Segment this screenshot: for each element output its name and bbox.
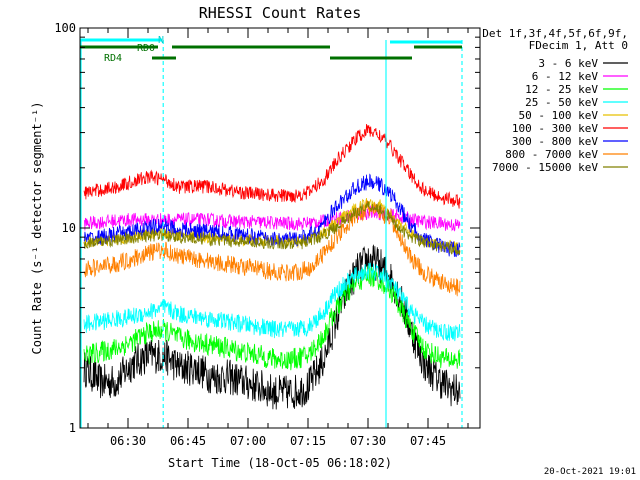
- x-tick-label: 07:45: [410, 434, 446, 448]
- x-tick-label: 07:00: [230, 434, 266, 448]
- x-tick-label: 06:45: [170, 434, 206, 448]
- legend-entry-label: 50 - 100 keV: [519, 109, 599, 122]
- series-layer: [83, 123, 461, 410]
- y-tick-label: 10: [62, 221, 76, 235]
- axis-layer: 1 10 100 06:30 06:45 07:00 07:15 07:30 07:45: [54, 21, 480, 448]
- legend-header-line2: FDecim 1, Att 0: [529, 39, 628, 52]
- legend-entry-label: 6 - 12 keV: [532, 70, 599, 83]
- chart-title: RHESSI Count Rates: [199, 4, 362, 22]
- state-label-rd4: RD4: [104, 53, 122, 64]
- x-tick-label: 07:15: [290, 434, 326, 448]
- series-line: [83, 262, 461, 342]
- legend: Det 1f,3f,4f,5f,6f,9f, FDecim 1, Att 0 3…: [482, 27, 628, 174]
- y-tick-label: 1: [69, 421, 76, 435]
- legend-entry-label: 3 - 6 keV: [538, 57, 598, 70]
- x-tick-label: 06:30: [110, 434, 146, 448]
- series-line: [83, 123, 461, 209]
- series-line: [83, 205, 461, 232]
- series-line: [83, 265, 461, 371]
- series-line: [83, 201, 461, 256]
- legend-entry-label: 25 - 50 keV: [525, 96, 598, 109]
- legend-entry-label: 7000 - 15000 keV: [492, 161, 598, 174]
- y-tick-label: 100: [54, 21, 76, 35]
- legend-entry-label: 12 - 25 keV: [525, 83, 598, 96]
- state-label-rd0: RD0: [137, 43, 155, 54]
- x-axis-label: Start Time (18-Oct-05 06:18:02): [168, 456, 392, 470]
- legend-entry-label: 300 - 800 keV: [512, 135, 598, 148]
- legend-entry-label: 100 - 300 keV: [512, 122, 598, 135]
- x-tick-label: 07:30: [350, 434, 386, 448]
- legend-header-line1: Det 1f,3f,4f,5f,6f,9f,: [482, 27, 628, 40]
- legend-entry-label: 800 - 7000 keV: [505, 148, 598, 161]
- state-label-n: N: [158, 35, 164, 46]
- series-line: [83, 173, 461, 258]
- y-axis-label: Count Rate (s⁻¹ detector segment⁻¹): [30, 102, 44, 355]
- footer-timestamp: 20-Oct-2021 19:01: [544, 467, 636, 477]
